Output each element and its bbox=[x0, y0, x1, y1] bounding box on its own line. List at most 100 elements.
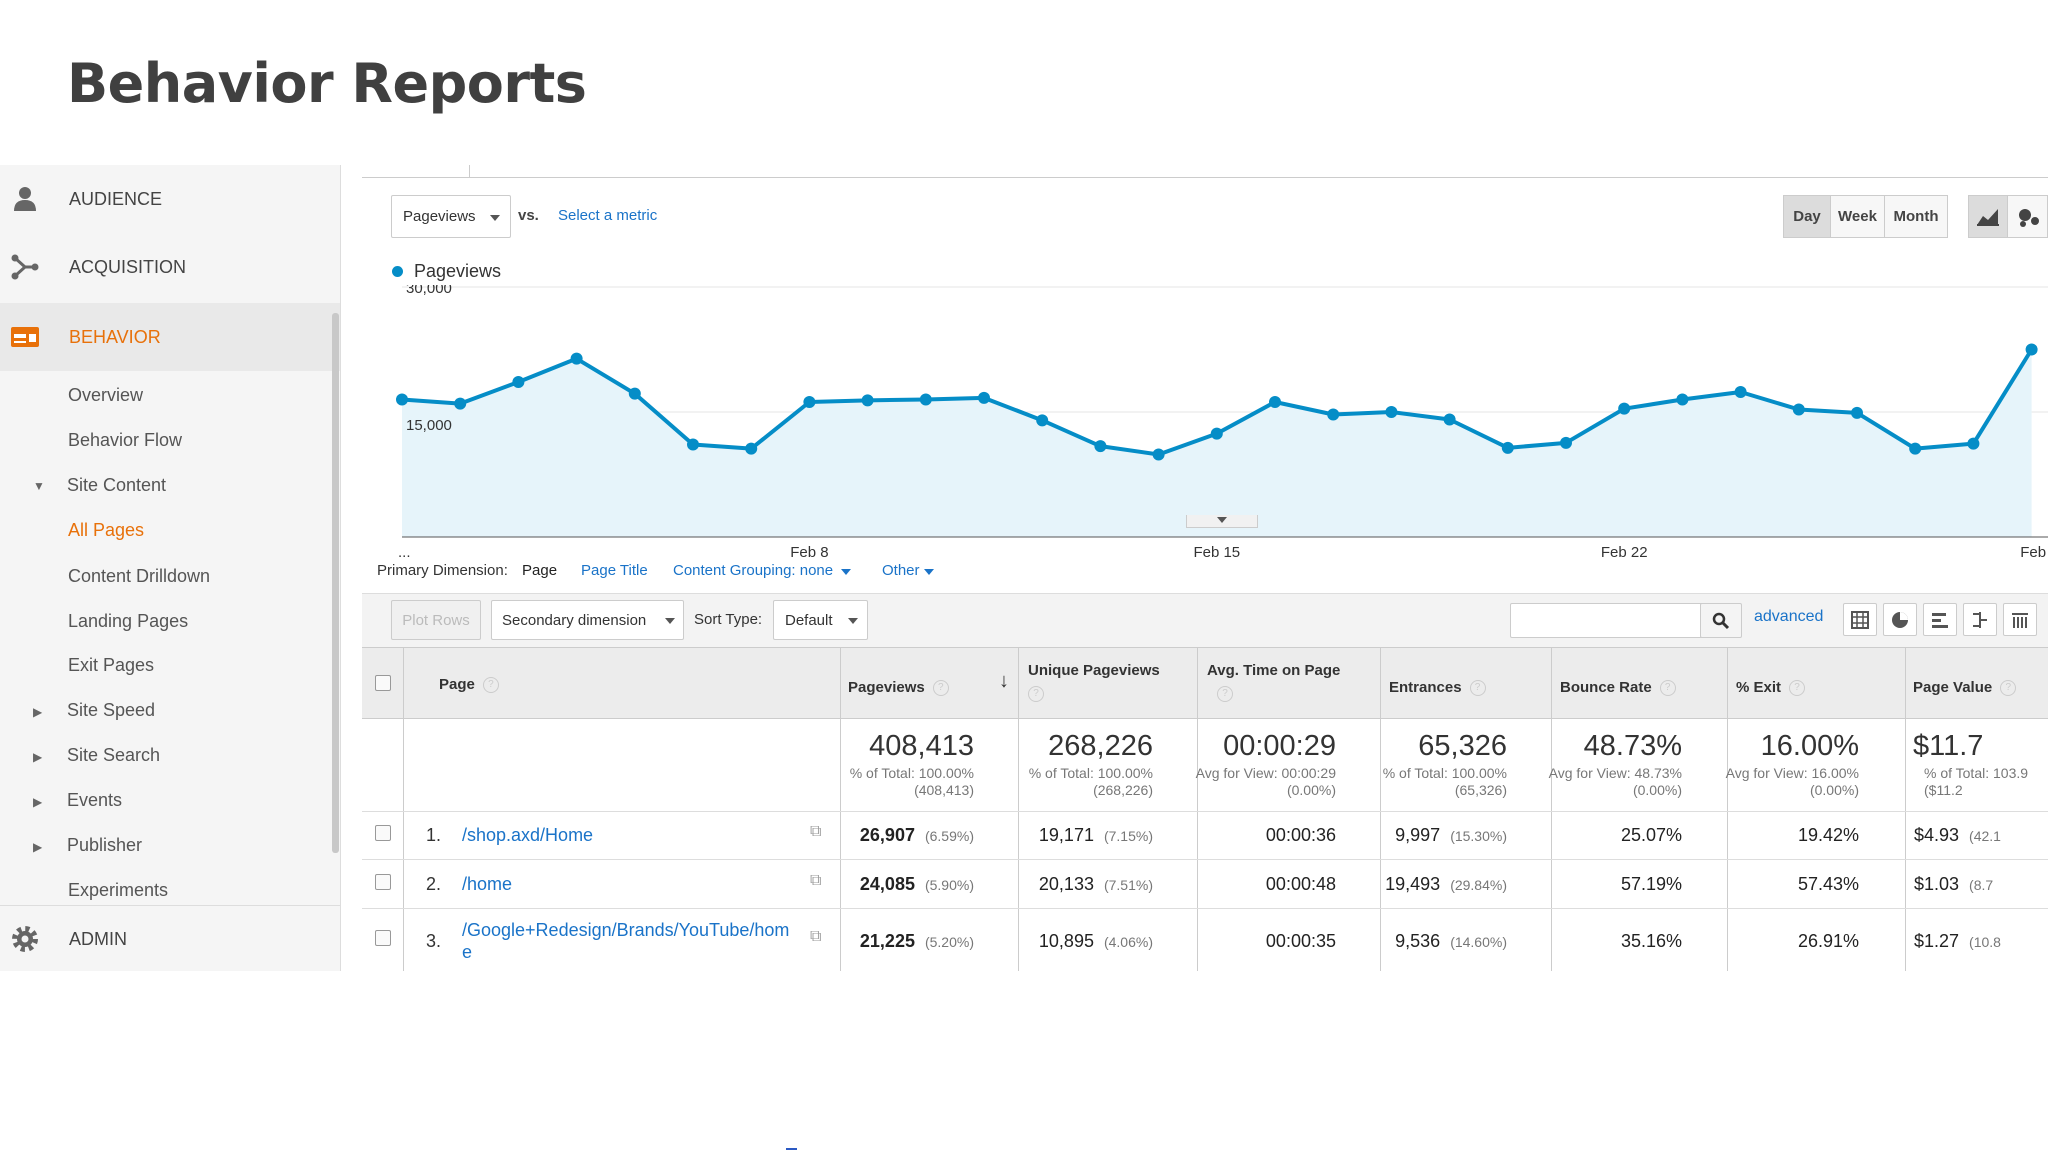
sidebar-scrollbar[interactable] bbox=[332, 313, 339, 853]
chevron-down-icon bbox=[665, 618, 675, 624]
dimension-content-grouping[interactable]: Content Grouping: none bbox=[673, 562, 834, 579]
advanced-link[interactable]: advanced bbox=[1754, 608, 1824, 625]
col-page[interactable]: Page? bbox=[439, 676, 499, 694]
help-icon[interactable]: ? bbox=[1217, 686, 1233, 702]
row-checkbox[interactable] bbox=[375, 874, 391, 890]
nav-behavior[interactable]: BEHAVIOR bbox=[0, 303, 340, 371]
data-point bbox=[1036, 414, 1049, 427]
help-icon[interactable]: ? bbox=[2000, 680, 2017, 697]
nav-behavior-label: BEHAVIOR bbox=[69, 326, 161, 347]
dimension-page[interactable]: Page bbox=[522, 562, 558, 579]
nav-audience[interactable]: AUDIENCE bbox=[0, 165, 340, 233]
total-bounce-note: Avg for View: 48.73% (0.00%) bbox=[1548, 765, 1682, 798]
row-checkbox[interactable] bbox=[375, 825, 391, 841]
expand-down-icon[interactable]: ▼ bbox=[33, 479, 45, 493]
view-pie-button[interactable] bbox=[1883, 603, 1917, 636]
line-chart-button[interactable] bbox=[1968, 195, 2008, 238]
nav-site-speed[interactable]: Site Speed bbox=[67, 700, 156, 720]
x-tick-label: Feb 29 bbox=[2020, 544, 2048, 561]
col-entrances[interactable]: Entrances? bbox=[1389, 679, 1486, 697]
view-table-button[interactable] bbox=[1843, 603, 1877, 636]
help-icon[interactable]: ? bbox=[932, 680, 949, 697]
open-external-icon[interactable]: ⧉ bbox=[810, 928, 822, 945]
period-week-button[interactable]: Week bbox=[1830, 195, 1885, 238]
nav-site-content[interactable]: Site Content bbox=[67, 475, 167, 495]
col-divider bbox=[1380, 647, 1381, 971]
nav-audience-label: AUDIENCE bbox=[69, 188, 163, 209]
row-checkbox[interactable] bbox=[375, 930, 391, 946]
expand-right-icon[interactable]: ▶ bbox=[33, 795, 43, 809]
period-month-button[interactable]: Month bbox=[1884, 195, 1948, 238]
nav-exit-pages[interactable]: Exit Pages bbox=[68, 655, 155, 675]
sort-desc-icon[interactable]: ↓ bbox=[999, 670, 1009, 692]
col-divider bbox=[403, 647, 404, 971]
help-icon[interactable]: ? bbox=[1789, 680, 1806, 697]
col-exit[interactable]: % Exit? bbox=[1736, 679, 1806, 697]
view-comparison-button[interactable] bbox=[1963, 603, 1997, 636]
dimension-page-title[interactable]: Page Title bbox=[581, 562, 648, 579]
row-entrances: 19,493 (29.84%) bbox=[1385, 874, 1507, 894]
total-entrances-note: % of Total: 100.00% (65,326) bbox=[1382, 765, 1507, 798]
nav-publisher[interactable]: Publisher bbox=[67, 835, 143, 855]
expand-right-icon[interactable]: ▶ bbox=[33, 750, 43, 764]
total-exit-note: Avg for View: 16.00% (0.00%) bbox=[1725, 765, 1859, 798]
row-avg-time: 00:00:48 bbox=[1265, 874, 1336, 894]
table-search-input[interactable] bbox=[1510, 603, 1703, 638]
expand-right-icon[interactable]: ▶ bbox=[33, 705, 43, 719]
col-bounce-rate[interactable]: Bounce Rate? bbox=[1560, 679, 1676, 697]
chart-collapse-handle[interactable] bbox=[1186, 515, 1258, 528]
row-bounce: 25.07% bbox=[1620, 825, 1682, 845]
nav-admin[interactable]: ADMIN bbox=[0, 905, 340, 971]
help-icon[interactable]: ? bbox=[1659, 680, 1676, 697]
nav-experiments[interactable]: Experiments bbox=[68, 880, 169, 900]
period-day-button[interactable]: Day bbox=[1783, 195, 1831, 238]
total-bounce: 48.73% bbox=[1583, 730, 1682, 762]
row-unique: 19,171 (7.15%) bbox=[1038, 825, 1153, 845]
nav-acquisition-label: ACQUISITION bbox=[69, 256, 187, 277]
help-icon[interactable]: ? bbox=[482, 677, 499, 694]
metric-select[interactable]: Pageviews bbox=[391, 195, 511, 238]
open-external-icon[interactable]: ⧉ bbox=[810, 823, 822, 840]
row-divider bbox=[362, 811, 2048, 812]
col-avg-time[interactable]: Avg. Time on Page bbox=[1207, 662, 1341, 679]
dimension-other[interactable]: Other bbox=[882, 562, 920, 579]
help-icon[interactable]: ? bbox=[1469, 680, 1486, 697]
row-page-link[interactable]: /home bbox=[462, 874, 513, 894]
col-unique-pageviews[interactable]: Unique Pageviews bbox=[1028, 662, 1160, 679]
x-tick-label: Feb 15 bbox=[1193, 544, 1240, 561]
nav-landing-pages[interactable]: Landing Pages bbox=[68, 611, 189, 631]
row-page-link[interactable]: /shop.axd/Home bbox=[462, 825, 594, 845]
nav-events[interactable]: Events bbox=[67, 790, 123, 810]
nav-acquisition[interactable]: ACQUISITION bbox=[0, 233, 340, 301]
expand-right-icon[interactable]: ▶ bbox=[33, 840, 43, 854]
row-page-link[interactable]: /Google+Redesign/Brands/YouTube/hom e bbox=[462, 920, 790, 962]
sort-type-select[interactable]: Default bbox=[773, 600, 868, 640]
open-external-icon[interactable]: ⧉ bbox=[810, 872, 822, 889]
view-bar-button[interactable] bbox=[1923, 603, 1957, 636]
nav-overview[interactable]: Overview bbox=[68, 385, 144, 405]
col-page-value[interactable]: Page Value? bbox=[1913, 679, 2017, 697]
data-point bbox=[1443, 413, 1456, 426]
row-pageviews: 24,085 (5.90%) bbox=[859, 874, 974, 894]
help-icon[interactable]: ? bbox=[1028, 686, 1044, 702]
acquisition-icon bbox=[11, 254, 39, 280]
nav-content-drilldown[interactable]: Content Drilldown bbox=[68, 566, 211, 586]
view-pivot-button[interactable] bbox=[2003, 603, 2037, 636]
nav-behavior-flow[interactable]: Behavior Flow bbox=[68, 430, 183, 450]
total-exit: 16.00% bbox=[1760, 730, 1859, 762]
secondary-dimension-select[interactable]: Secondary dimension bbox=[491, 600, 684, 640]
data-point bbox=[454, 397, 467, 410]
select-metric-link[interactable]: Select a metric bbox=[558, 207, 658, 224]
data-point bbox=[1618, 402, 1631, 415]
col-pageviews[interactable]: Pageviews? bbox=[848, 679, 949, 697]
nav-all-pages[interactable]: All Pages bbox=[68, 520, 145, 540]
total-pageviews: 408,413 bbox=[869, 730, 974, 762]
row-number: 3. bbox=[426, 931, 442, 951]
nav-site-search[interactable]: Site Search bbox=[67, 745, 161, 765]
data-point bbox=[687, 438, 699, 451]
plot-rows-button[interactable]: Plot Rows bbox=[391, 600, 481, 640]
motion-chart-button[interactable] bbox=[2007, 195, 2048, 238]
search-button[interactable] bbox=[1700, 603, 1742, 638]
select-all-checkbox[interactable] bbox=[375, 675, 391, 691]
chevron-down-icon bbox=[924, 569, 934, 575]
